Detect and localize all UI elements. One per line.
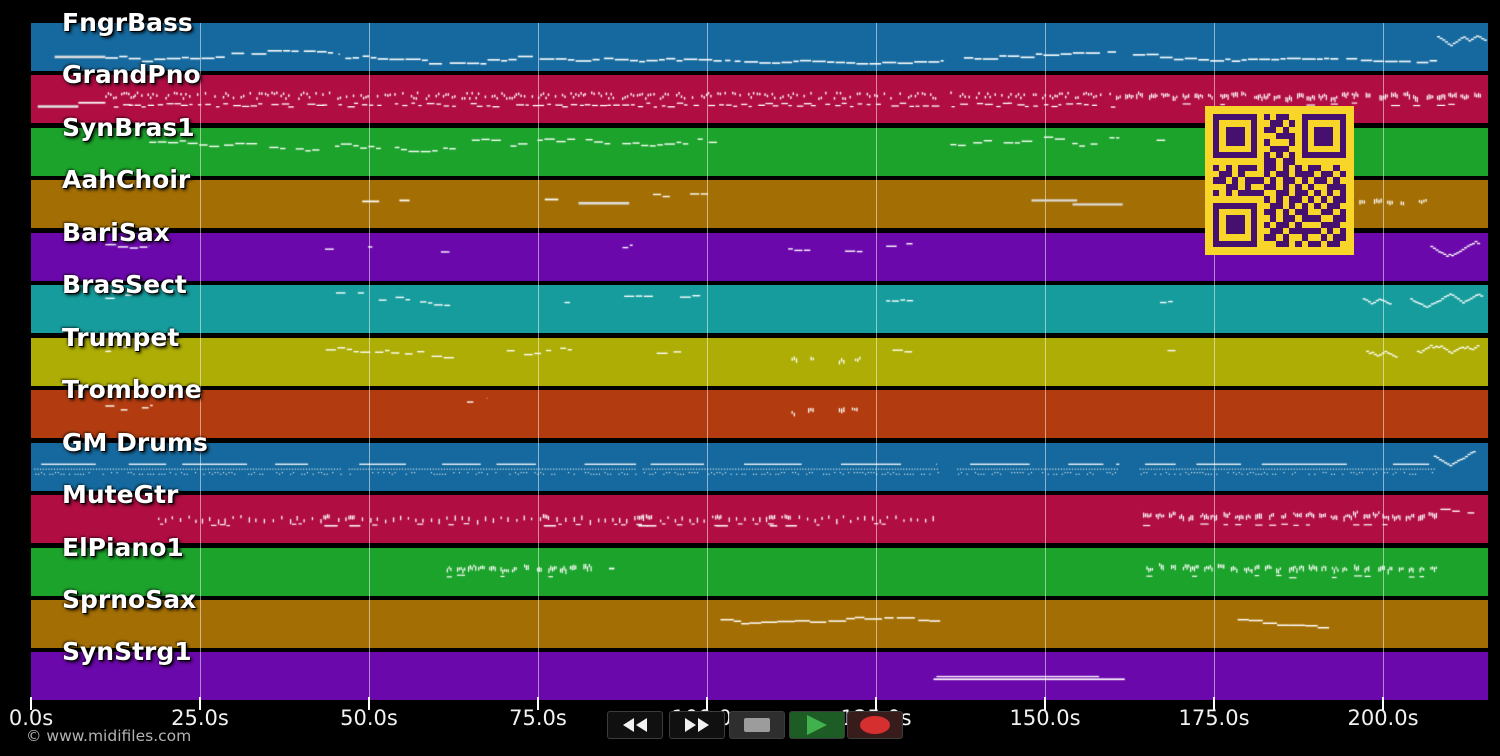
fast-forward-button[interactable] [669, 711, 725, 739]
stop-button[interactable] [729, 711, 785, 739]
track-band-brassect [31, 285, 1488, 334]
track-label-gm-drums: GM Drums [62, 427, 208, 457]
qr-code [1205, 106, 1354, 255]
gridline-125s [876, 23, 877, 701]
track-band-mutegtr [31, 495, 1488, 544]
track-label-brassect: BrasSect [62, 270, 187, 300]
track-band-fngrbass [31, 23, 1488, 71]
track-band-gm-drums [31, 442, 1488, 491]
gridline-50s [369, 23, 370, 701]
track-label-synstrg1: SynStrg1 [62, 637, 192, 667]
transport-controls [0, 711, 1500, 740]
track-label-trumpet: Trumpet [62, 322, 180, 352]
track-label-aahchoir: AahChoir [62, 165, 191, 195]
track-label-mutegtr: MuteGtr [62, 480, 179, 510]
record-icon [860, 716, 890, 734]
record-button[interactable] [847, 711, 903, 739]
gridline-200s [1383, 23, 1384, 701]
gridline-150s [1045, 23, 1046, 701]
track-label-sprnosax: SprnoSax [62, 584, 197, 614]
gridline-100s [707, 23, 708, 701]
stop-icon [744, 718, 770, 732]
rewind-icon [623, 718, 647, 732]
fast-forward-icon [685, 718, 709, 732]
track-band-trumpet [31, 337, 1488, 386]
track-label-grandpno: GrandPno [62, 60, 201, 90]
qr-grid [1213, 114, 1346, 247]
play-button[interactable] [789, 711, 845, 739]
track-band-sprnosax [31, 599, 1488, 648]
track-label-barisax: BariSax [62, 217, 170, 247]
rewind-button[interactable] [607, 711, 663, 739]
track-band-synstrg1 [31, 652, 1488, 701]
track-band-elpiano1 [31, 547, 1488, 596]
track-label-synbras1: SynBras1 [62, 112, 195, 142]
qr-module [1339, 240, 1346, 247]
gridline-25s [200, 23, 201, 701]
play-icon [807, 715, 827, 735]
gridline-75s [538, 23, 539, 701]
track-label-fngrbass: FngrBass [62, 8, 193, 37]
track-band-trombone [31, 390, 1488, 439]
track-label-trombone: Trombone [62, 375, 202, 405]
track-label-elpiano1: ElPiano1 [62, 532, 184, 562]
